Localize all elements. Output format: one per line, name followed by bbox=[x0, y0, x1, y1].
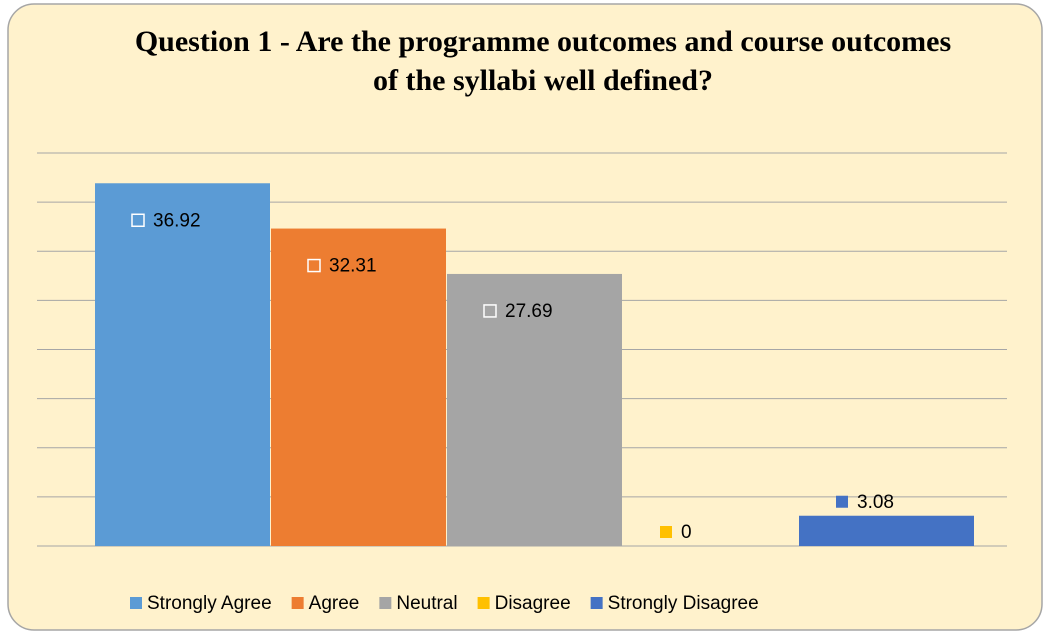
legend-swatch bbox=[590, 597, 603, 609]
bar bbox=[95, 183, 270, 547]
legend-label: Agree bbox=[309, 593, 360, 614]
data-label-marker bbox=[836, 495, 848, 508]
legend-label: Disagree bbox=[495, 593, 571, 614]
legend-swatch bbox=[477, 597, 490, 609]
data-label: 3.08 bbox=[857, 492, 894, 513]
legend-swatch bbox=[291, 597, 304, 609]
bar bbox=[799, 515, 974, 546]
data-label-marker bbox=[660, 526, 672, 538]
data-label-marker bbox=[483, 304, 497, 318]
legend-label: Neutral bbox=[396, 593, 457, 614]
bar bbox=[271, 228, 446, 546]
data-label: 0 bbox=[681, 522, 692, 543]
legend-label: Strongly Disagree bbox=[608, 593, 759, 614]
data-label: 27.69 bbox=[505, 301, 553, 322]
data-label: 36.92 bbox=[153, 210, 201, 231]
legend-label: Strongly Agree bbox=[147, 593, 272, 614]
legend-swatch bbox=[130, 597, 142, 609]
chart-title: Question 1 - Are the programme outcomes … bbox=[134, 25, 952, 97]
bar bbox=[447, 273, 622, 546]
legend-swatch bbox=[379, 597, 392, 609]
data-label-marker bbox=[307, 258, 321, 273]
data-label: 32.31 bbox=[329, 256, 377, 277]
data-label-marker bbox=[131, 213, 145, 228]
